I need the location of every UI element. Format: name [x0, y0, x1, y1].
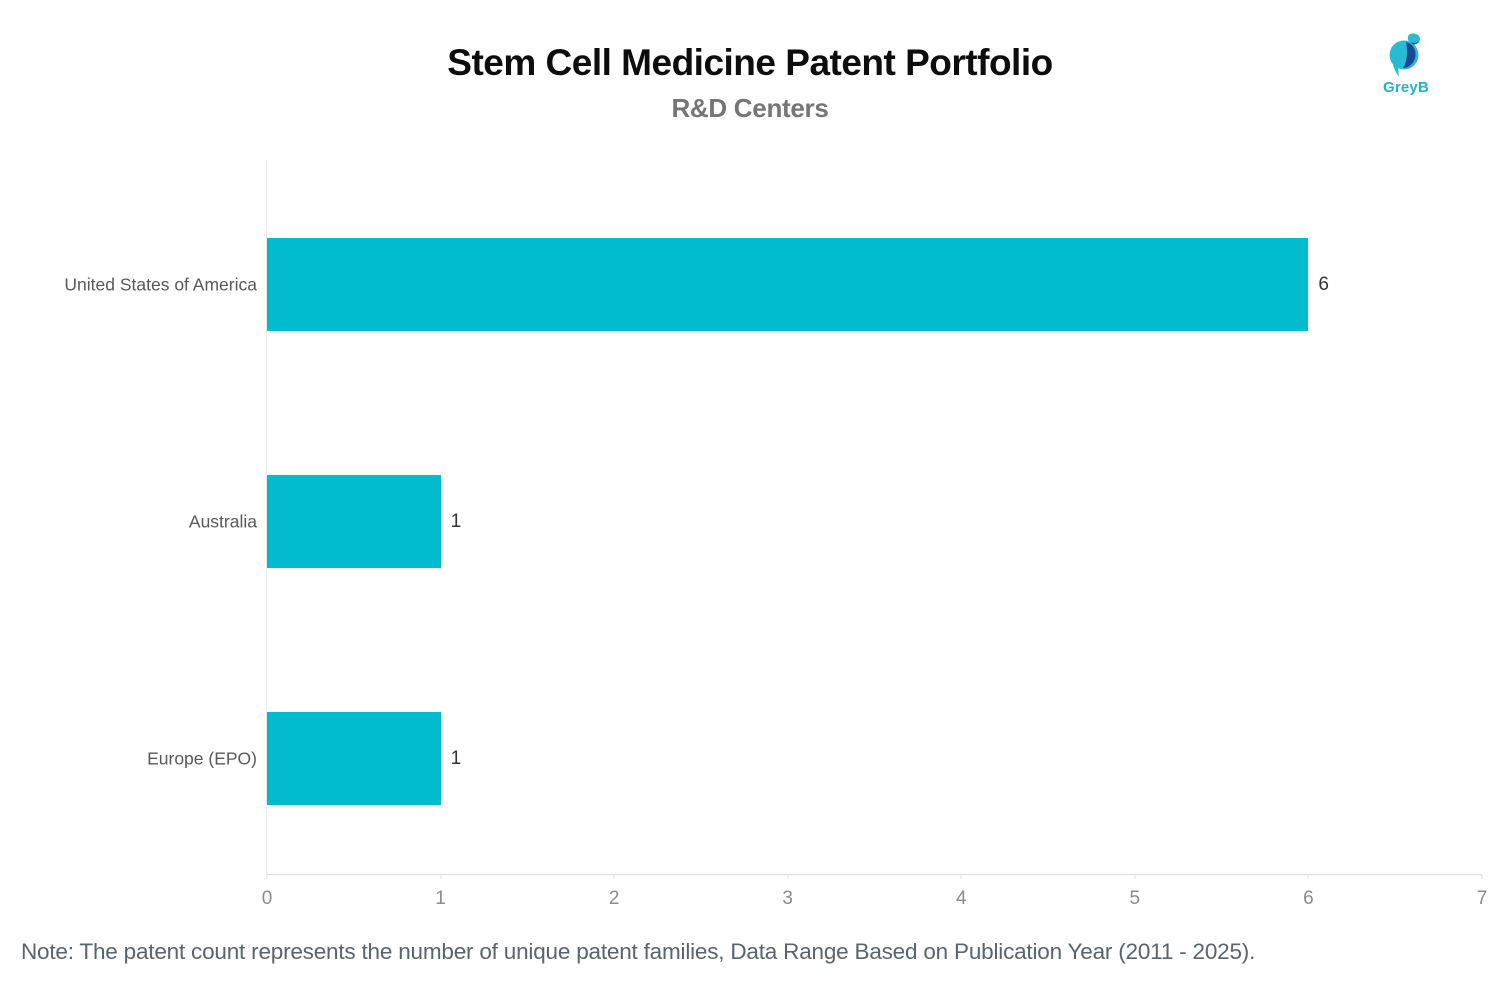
plot-area: United States of America 6 Australia 1 Europ… — [64, 160, 1487, 909]
chart-title: Stem Cell Medicine Patent Portfolio — [447, 42, 1053, 83]
x-tick-label: 7 — [1476, 888, 1488, 909]
category-label: Australia — [188, 511, 257, 531]
greyb-logo-label: GreyB — [1382, 79, 1430, 96]
greyb-logo-icon — [1389, 33, 1420, 77]
chart-header: Stem Cell Medicine Patent Portfolio R&D … — [0, 42, 1500, 124]
x-tick-label: 5 — [1129, 888, 1141, 909]
bar[interactable] — [267, 475, 441, 568]
footnote: Note: The patent count represents the nu… — [21, 939, 1256, 964]
x-tick-label: 3 — [782, 888, 793, 909]
chart-rows: United States of America 6 Australia 1 Europ… — [64, 160, 1482, 874]
x-tick-label: 2 — [608, 888, 620, 909]
x-tick-mark — [1134, 874, 1136, 879]
x-tick-label: 1 — [435, 888, 446, 909]
category-label: United States of America — [64, 274, 257, 294]
bar[interactable] — [267, 238, 1309, 331]
x-tick-label: 0 — [261, 888, 273, 909]
bar[interactable] — [267, 712, 441, 805]
x-tick-label: 6 — [1303, 888, 1314, 909]
x-tick-mark — [440, 874, 442, 879]
chart-row: Australia 1 — [189, 475, 1482, 568]
value-label: 1 — [450, 747, 462, 769]
value-label: 6 — [1318, 273, 1329, 295]
value-label: 1 — [450, 510, 462, 532]
x-tick-mark — [1481, 874, 1483, 879]
x-tick-mark — [613, 874, 615, 879]
x-tick-mark — [1307, 874, 1309, 879]
greyb-logo: GreyB — [1374, 33, 1438, 96]
x-tick-mark — [787, 874, 789, 879]
chart-row: Europe (EPO) 1 — [147, 712, 1482, 805]
category-label: Europe (EPO) — [147, 748, 257, 768]
x-tick-mark — [266, 874, 268, 879]
chart-subtitle: R&D Centers — [671, 92, 829, 123]
x-tick-label: 4 — [955, 888, 967, 909]
x-tick-mark — [960, 874, 962, 879]
x-axis: 0 1 2 3 4 5 6 7 — [262, 874, 1487, 914]
chart-row: United States of America 6 — [64, 238, 1482, 331]
